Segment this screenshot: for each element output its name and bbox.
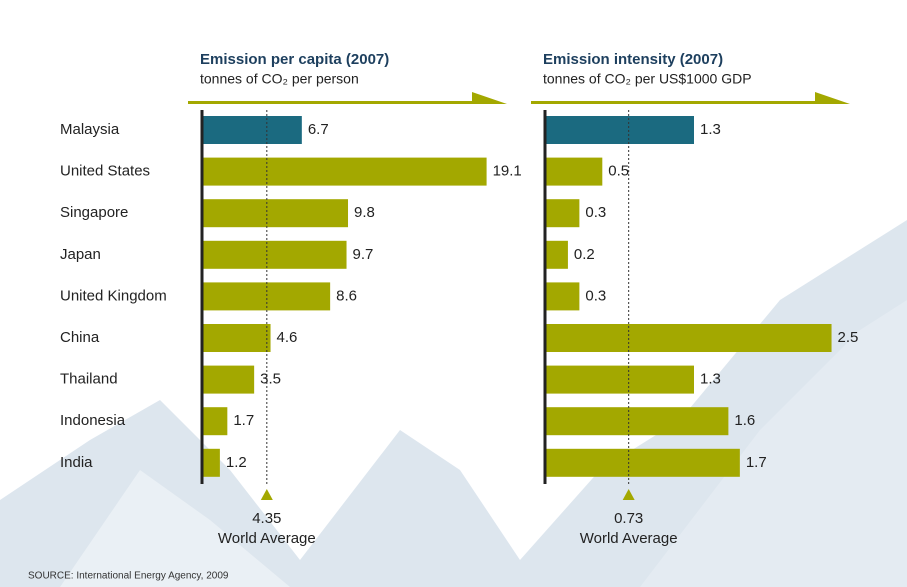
category-label: Singapore xyxy=(60,204,128,221)
bar xyxy=(202,240,347,269)
value-label: 2.5 xyxy=(838,329,859,346)
reference-label: World Average xyxy=(580,530,678,547)
reference-marker xyxy=(622,489,635,500)
value-label: 1.6 xyxy=(734,412,755,429)
category-label: India xyxy=(60,454,93,471)
bar xyxy=(545,157,603,186)
category-label: Malaysia xyxy=(60,121,120,138)
bar xyxy=(202,157,487,186)
value-label: 1.7 xyxy=(746,454,767,471)
value-label: 9.7 xyxy=(353,246,374,263)
bar xyxy=(545,282,580,311)
bar xyxy=(545,116,694,144)
category-label: China xyxy=(60,329,100,346)
value-label: 6.7 xyxy=(308,121,329,138)
reference-value: 4.35 xyxy=(252,510,281,527)
panel-title: Emission per capita (2007) xyxy=(200,51,389,68)
bar xyxy=(545,240,568,269)
source-note: SOURCE: International Energy Agency, 200… xyxy=(28,571,229,582)
value-label: 1.2 xyxy=(226,454,247,471)
category-label: Thailand xyxy=(60,371,118,388)
bar xyxy=(202,199,349,228)
bar xyxy=(202,116,302,144)
bar xyxy=(545,324,832,352)
value-label: 1.3 xyxy=(700,121,721,138)
background-decoration xyxy=(0,220,907,587)
bar xyxy=(545,407,729,436)
value-label: 1.3 xyxy=(700,371,721,388)
bar xyxy=(202,324,271,352)
category-label: United Kingdom xyxy=(60,287,167,304)
value-label: 8.6 xyxy=(336,287,357,304)
bar xyxy=(545,365,694,394)
bar xyxy=(545,448,740,477)
value-label: 0.3 xyxy=(585,204,606,221)
value-label: 3.5 xyxy=(260,371,281,388)
value-label: 4.6 xyxy=(277,329,298,346)
value-label: 19.1 xyxy=(493,163,522,180)
category-label: Japan xyxy=(60,246,101,263)
panel-title: Emission intensity (2007) xyxy=(543,51,723,68)
panel-subtitle: tonnes of CO₂ per US$1000 GDP xyxy=(543,71,752,87)
bar xyxy=(202,448,220,477)
header-arrow xyxy=(531,92,850,104)
value-label: 0.3 xyxy=(585,287,606,304)
category-label: Indonesia xyxy=(60,412,126,429)
value-label: 9.8 xyxy=(354,204,375,221)
category-label: United States xyxy=(60,163,150,180)
value-label: 1.7 xyxy=(233,412,254,429)
panel-subtitle: tonnes of CO₂ per person xyxy=(200,71,359,87)
reference-marker xyxy=(260,489,273,500)
bar xyxy=(202,407,228,436)
bar xyxy=(202,282,331,311)
value-label: 0.5 xyxy=(608,163,629,180)
value-label: 0.2 xyxy=(574,246,595,263)
bar xyxy=(545,199,580,228)
bar xyxy=(202,365,255,394)
header-arrow xyxy=(188,92,507,104)
reference-value: 0.73 xyxy=(614,510,643,527)
reference-label: World Average xyxy=(218,530,316,547)
